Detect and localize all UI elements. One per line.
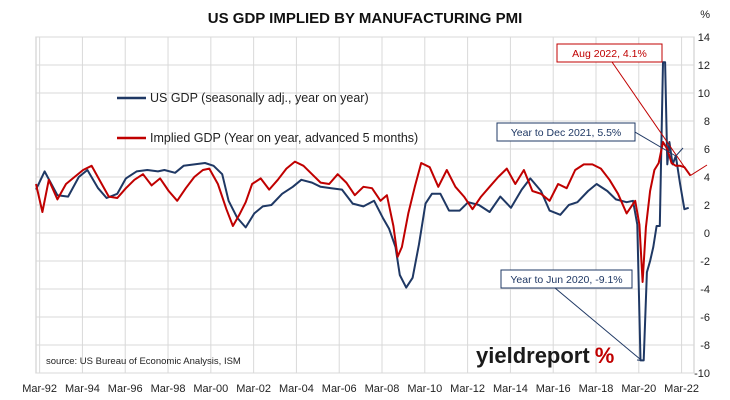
callout-leader (611, 61, 691, 176)
x-tick-label: Mar-92 (22, 383, 57, 395)
source-note: source: US Bureau of Economic Analysis, … (46, 356, 241, 367)
x-tick-label: Mar-94 (65, 383, 100, 395)
series-layer (35, 61, 692, 362)
y-tick-label: 12 (698, 60, 710, 72)
x-tick-label: Mar-04 (279, 383, 314, 395)
y-tick-label: 14 (698, 32, 710, 44)
axes: -10 -8 -6 -4 -2 0 2 4 6 8 10 12 14% Mar-92 Mar-94 Mar-9… (22, 9, 710, 395)
chart-title: US GDP IMPLIED BY MANUFACTURING PMI (208, 10, 522, 27)
series-line-1 (35, 61, 690, 362)
callout-label: Year to Jun 2020, -9.1% (510, 274, 622, 286)
y-tick-label: -8 (700, 340, 710, 352)
logo-main: yieldreport (476, 343, 590, 368)
annotations: Aug 2022, 4.1% Year to Dec 2021, 5.5% Year… (496, 43, 708, 361)
y-tick-label: 2 (704, 200, 710, 212)
x-tick-label: Mar-08 (365, 383, 400, 395)
y-tick-label: 6 (704, 144, 710, 156)
callout-label: Aug 2022, 4.1% (572, 48, 647, 60)
y-tick-label: -10 (694, 368, 710, 380)
legend-label-2: Implied GDP (Year on year, advanced 5 mo… (150, 131, 418, 145)
x-tick-label: Mar-16 (536, 383, 571, 395)
logo-pct: % (595, 343, 615, 368)
y-tick-label: 0 (704, 228, 710, 240)
callout-leader (634, 131, 677, 157)
x-tick-label: Mar-98 (151, 383, 186, 395)
x-tick-label: Mar-18 (579, 383, 614, 395)
x-tick-label: Mar-96 (108, 383, 143, 395)
gridlines (35, 36, 695, 374)
x-tick-label: Mar-00 (193, 383, 228, 395)
callout-box (500, 269, 633, 289)
callout-label: Year to Dec 2021, 5.5% (511, 127, 622, 139)
callout-leader (554, 287, 642, 361)
y-tick-label: 10 (698, 88, 710, 100)
y-tick-label: 8 (704, 116, 710, 128)
x-tick-label: Mar-02 (236, 383, 271, 395)
callout-leader (675, 147, 684, 157)
x-tick-label: Mar-06 (322, 383, 357, 395)
y-tick-label: 4 (704, 172, 710, 184)
y-tick-label: -6 (700, 312, 710, 324)
callout-box (496, 122, 636, 142)
logo-text: yieldreport% (476, 343, 614, 368)
x-tick-label: Mar-20 (621, 383, 656, 395)
callout-box (556, 43, 663, 63)
callout-leader (690, 164, 708, 177)
series-line-2 (35, 141, 692, 283)
y-tick-label: -4 (700, 284, 710, 296)
legend: US GDP (seasonally adj., year on year) Im… (117, 91, 418, 145)
x-tick-label: Mar-10 (407, 383, 442, 395)
x-tick-label: Mar-14 (493, 383, 528, 395)
y-unit-label: % (700, 9, 710, 21)
y-tick-label: -2 (700, 256, 710, 268)
x-tick-label: Mar-22 (664, 383, 699, 395)
x-tick-label: Mar-12 (450, 383, 485, 395)
yieldreport-logo: yieldreport% (476, 343, 614, 368)
legend-label-1: US GDP (seasonally adj., year on year) (150, 91, 369, 105)
